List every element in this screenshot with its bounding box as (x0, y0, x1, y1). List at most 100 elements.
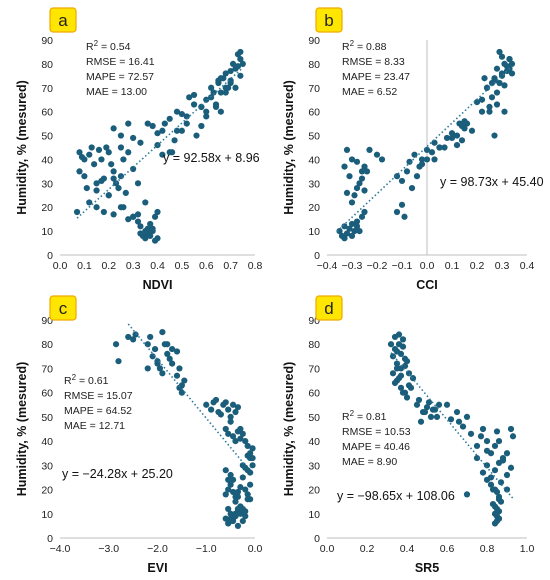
data-point (468, 127, 476, 134)
data-point (232, 408, 239, 416)
data-point (341, 163, 348, 170)
trendline (76, 67, 244, 219)
data-point (147, 333, 154, 341)
data-point (491, 442, 499, 450)
data-point (453, 408, 461, 416)
data-point (249, 445, 256, 452)
panel-label: b (324, 11, 333, 30)
data-point (398, 201, 406, 208)
data-point (151, 213, 159, 220)
y-tick-label: 60 (308, 107, 320, 119)
data-point (227, 471, 234, 479)
data-point (88, 144, 95, 151)
data-point (105, 149, 112, 156)
data-point (501, 82, 508, 89)
superscript: 2 (72, 373, 77, 382)
data-point (366, 146, 373, 153)
data-point (76, 168, 83, 175)
data-point (120, 156, 127, 163)
stat-r: R2 = 0.54 (86, 39, 131, 53)
data-point (498, 72, 506, 79)
y-axis-title: Humidity, % (mesured) (282, 80, 296, 215)
data-point (249, 462, 256, 469)
data-point (86, 199, 93, 206)
data-point (448, 134, 456, 142)
data-point (110, 125, 117, 132)
data-point (130, 213, 137, 220)
data-point (455, 418, 463, 425)
data-point (110, 168, 117, 175)
data-point (154, 208, 161, 216)
data-point (441, 144, 448, 151)
data-point (203, 108, 210, 115)
data-point (117, 173, 125, 180)
x-tick-label: 0.2 (101, 260, 116, 272)
data-point (130, 336, 137, 343)
data-point (415, 396, 423, 404)
data-point (242, 486, 249, 493)
data-point (169, 345, 176, 353)
data-point (154, 130, 161, 137)
data-point (134, 180, 142, 187)
x-tick-label: −0.4 (317, 260, 338, 272)
y-tick-label: 0 (314, 533, 320, 545)
data-point (486, 103, 493, 110)
data-point (486, 108, 493, 115)
data-point (356, 228, 363, 235)
data-point (154, 358, 161, 365)
data-point (491, 132, 498, 139)
data-point (353, 218, 361, 225)
data-point (229, 476, 237, 483)
data-point (229, 488, 237, 496)
data-point (341, 235, 348, 242)
data-point (407, 384, 415, 391)
data-point (488, 94, 496, 101)
data-point (399, 336, 407, 343)
data-point (73, 208, 81, 216)
data-point (212, 103, 220, 110)
data-point (234, 63, 242, 70)
data-point (137, 139, 144, 146)
x-tick-label: 0.8 (248, 260, 263, 272)
data-point (234, 488, 242, 496)
r2-value: = 0.88 (354, 41, 387, 53)
superscript: 2 (94, 39, 99, 48)
data-point (495, 438, 503, 445)
data-point (91, 161, 98, 168)
data-point (122, 189, 129, 196)
x-tick-label: 0.3 (495, 260, 510, 272)
panel-label-box (49, 295, 77, 321)
data-point (373, 151, 381, 158)
r2-symbol: R (86, 41, 94, 53)
x-tick-label: −0.2 (367, 260, 388, 272)
data-point (222, 467, 229, 474)
data-point (237, 72, 244, 79)
data-point (403, 394, 411, 401)
x-tick-label: −4.0 (50, 543, 71, 555)
chart-panel-d: 0.0 0.2 0.4 0.6 0.8 1.0 0 10 20 30 40 50 60 70 80 90 SR5… (282, 295, 534, 575)
data-point (418, 156, 426, 163)
stat-r: R2 = 0.61 (64, 373, 109, 387)
data-point (395, 331, 403, 338)
x-tick-label: 0.8 (480, 543, 495, 555)
data-point (225, 486, 232, 493)
panel-label-box (315, 7, 343, 33)
y-tick-label: 10 (41, 509, 53, 521)
data-point (403, 358, 411, 365)
data-point (225, 505, 232, 513)
trendline (336, 65, 513, 233)
y-tick-label: 0 (314, 250, 320, 262)
data-point (159, 127, 166, 134)
data-point (343, 230, 351, 237)
data-point (447, 416, 455, 423)
data-point (393, 173, 401, 180)
data-point (473, 454, 481, 462)
data-point (477, 433, 485, 440)
data-point (178, 389, 185, 396)
data-point (149, 228, 156, 235)
data-point (409, 375, 417, 382)
data-point (397, 372, 405, 379)
data-point (435, 401, 443, 408)
data-point (489, 486, 497, 493)
